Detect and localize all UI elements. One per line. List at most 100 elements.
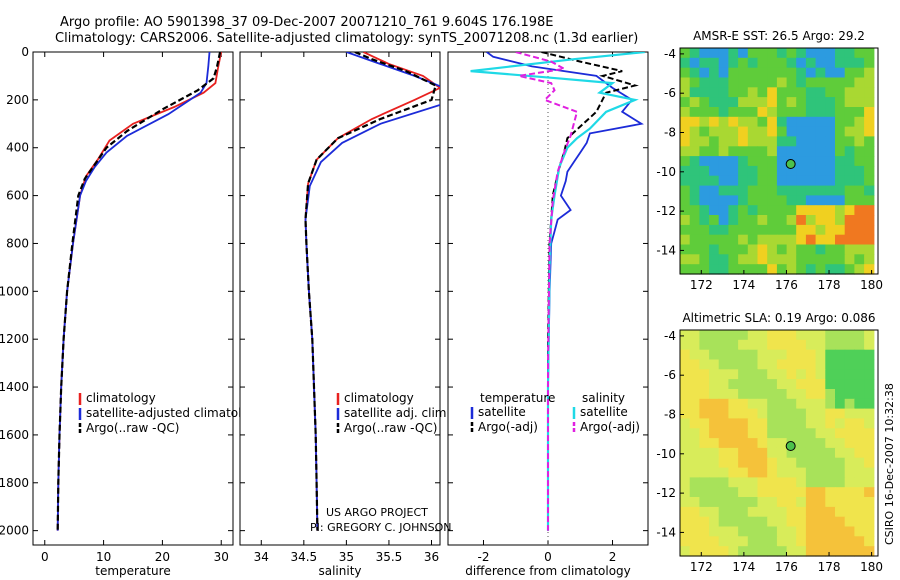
sst_map-cell xyxy=(718,234,729,246)
sst_map-cell xyxy=(747,205,759,216)
sla_map-ytick-label: -8 xyxy=(664,408,676,422)
sst_map-cell xyxy=(835,48,846,59)
sst_map-cell xyxy=(844,156,855,167)
sst_map-cell xyxy=(757,77,768,88)
sst_map-cell xyxy=(844,97,855,108)
sla_map-cell xyxy=(786,339,797,351)
sst_map-cell xyxy=(738,136,749,147)
sst_map-cell xyxy=(709,48,720,59)
sst_map-cell xyxy=(718,116,729,128)
sst_map-cell xyxy=(689,244,700,255)
sst_map-cell xyxy=(689,224,700,236)
sst_map-cell xyxy=(699,126,710,137)
sla_map-cell xyxy=(689,330,700,341)
sst_map-cell xyxy=(825,156,836,167)
sla_map-cell xyxy=(844,369,855,380)
sla_map-cell xyxy=(738,457,749,469)
sla_map-cell xyxy=(796,330,807,341)
sla_map-cell xyxy=(786,506,797,518)
sla_map-cell xyxy=(767,447,778,459)
sla_map-cell xyxy=(718,526,729,537)
sst_map-cell xyxy=(689,234,700,246)
sla_map-cell xyxy=(767,487,778,498)
sst_map-cell xyxy=(738,254,749,265)
sla_map-cell xyxy=(709,516,720,528)
sla_map-cell xyxy=(805,497,817,508)
sla_map-cell xyxy=(786,447,797,459)
sla_map-cell xyxy=(757,369,768,380)
sst_map-cell xyxy=(699,77,710,88)
sla_map-cell xyxy=(680,379,691,390)
sla_map-cell xyxy=(825,379,836,390)
temperature-ytick-label: 2000 xyxy=(0,524,29,538)
sla_map-cell xyxy=(728,546,739,557)
sla_map-xtick-label: 172 xyxy=(690,560,713,574)
sla_map-cell xyxy=(709,379,720,390)
sla_map-title: Altimetric SLA: 0.19 Argo: 0.086 xyxy=(682,311,875,325)
temperature-legend-argo-label: Argo(..raw -QC) xyxy=(86,421,179,435)
sst_map-cell xyxy=(786,254,797,265)
difference-s_argo-line xyxy=(515,52,579,531)
sst_map-cell xyxy=(709,165,720,177)
sst_map-cell xyxy=(796,264,807,275)
sst_map-cell xyxy=(767,67,778,79)
sla_map-cell xyxy=(689,447,700,459)
sla_map-cell xyxy=(738,447,749,459)
sst_map-cell xyxy=(680,205,691,216)
sst_map-cell xyxy=(825,185,836,196)
sst_map-cell xyxy=(815,67,826,79)
sla_map-cell xyxy=(844,349,855,361)
sst_map-cell xyxy=(854,215,865,226)
sst_map-cell xyxy=(699,67,710,79)
salinity-legend-sat-label: satellite adj. clim. xyxy=(344,406,450,420)
salinity-argo-line xyxy=(304,52,438,531)
sla_map-cell xyxy=(815,477,826,488)
sla_map-cell xyxy=(767,428,778,439)
sla_map-cell xyxy=(747,408,759,419)
sst_map-cell xyxy=(805,165,817,177)
sla_map-float-marker xyxy=(785,441,796,452)
sst_map-cell xyxy=(680,146,691,157)
sla_map-cell xyxy=(767,369,778,380)
sla_map-cell xyxy=(805,467,817,478)
sla_map-cell xyxy=(680,457,691,469)
sla_map-cell xyxy=(815,398,826,410)
sla_map-cell xyxy=(728,457,739,469)
sla_map-cell xyxy=(757,389,768,400)
sla_map-cell xyxy=(747,447,759,459)
sla_map-cell xyxy=(844,546,855,557)
sst_map-cell xyxy=(709,205,720,216)
sst_map-cell xyxy=(699,224,710,236)
sst_map-ytick-label: -8 xyxy=(664,126,676,140)
sla_map-cell xyxy=(844,487,855,498)
sla_map-cell xyxy=(835,369,846,380)
sla_map-cell xyxy=(835,467,846,478)
sst_map-cell xyxy=(709,107,720,118)
sst_map-cell xyxy=(738,185,749,196)
sla_map-cell xyxy=(864,477,875,488)
sla_map-cell xyxy=(747,359,759,370)
sla_map-cell xyxy=(825,487,836,498)
sst_map-cell xyxy=(689,146,700,157)
sla_map-cell xyxy=(776,418,788,429)
sla_map-cell xyxy=(805,536,817,547)
sst_map-cell xyxy=(815,215,826,226)
sst_map-cell xyxy=(767,165,778,177)
sla_map-cell xyxy=(680,447,691,459)
sla_map-cell xyxy=(796,516,807,528)
sst_map-cell xyxy=(728,165,739,177)
sst_map-cell xyxy=(844,87,855,98)
project-credit: US ARGO PROJECT xyxy=(326,506,428,519)
sst_map-cell xyxy=(776,48,788,59)
sla_map-xtick-label: 174 xyxy=(732,560,755,574)
sla_map-cell xyxy=(796,497,807,508)
sla_map-xtick-label: 180 xyxy=(860,560,883,574)
sla_map-cell xyxy=(854,428,865,439)
sla_map-cell xyxy=(767,330,778,341)
sst_map-cell xyxy=(825,97,836,108)
sla_map-cell xyxy=(757,497,768,508)
sst_map-cell xyxy=(805,224,817,236)
sst_map-cell xyxy=(738,87,749,98)
sla_map-cell xyxy=(699,349,710,361)
temperature-xtick-label: 30 xyxy=(214,550,229,564)
